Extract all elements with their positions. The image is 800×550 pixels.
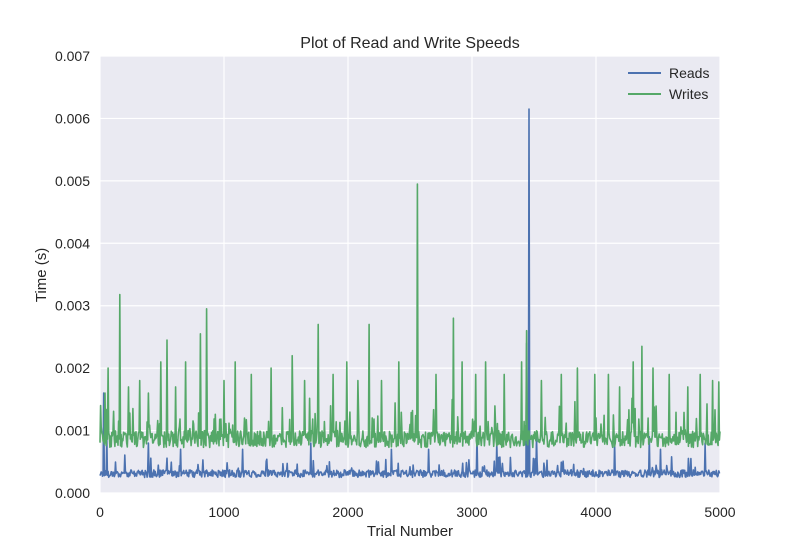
y-tick-label: 0.003: [55, 298, 90, 314]
legend-label-reads: Reads: [669, 65, 709, 81]
plot-area: [100, 56, 720, 493]
x-axis-label: Trial Number: [367, 523, 453, 540]
y-axis-label: Time (s): [33, 248, 50, 302]
x-tick-label: 1000: [208, 504, 239, 520]
y-tick-label: 0.005: [55, 173, 90, 189]
grid-lines: [99, 55, 721, 494]
legend-label-writes: Writes: [669, 86, 708, 102]
x-tick-labels: 0 1000 2000 3000 4000 5000: [96, 504, 736, 520]
chart-title: Plot of Read and Write Speeds: [300, 35, 519, 52]
y-tick-label: 0.004: [55, 235, 90, 251]
y-tick-label: 0.000: [55, 485, 90, 501]
y-tick-label: 0.002: [55, 360, 90, 376]
x-tick-label: 2000: [332, 504, 363, 520]
series-writes-line: [99, 183, 721, 449]
series-layer: [99, 108, 721, 479]
y-tick-labels: 0.000 0.001 0.002 0.003 0.004 0.005 0.006 0.007: [55, 48, 90, 501]
y-tick-label: 0.007: [55, 48, 90, 64]
x-tick-label: 3000: [456, 504, 487, 520]
y-tick-label: 0.001: [55, 423, 90, 439]
legend: Reads Writes: [628, 65, 709, 102]
y-tick-label: 0.006: [55, 110, 90, 126]
x-tick-label: 4000: [580, 504, 611, 520]
series-reads-line: [99, 108, 721, 479]
x-tick-label: 0: [96, 504, 104, 520]
x-tick-label: 5000: [704, 504, 735, 520]
